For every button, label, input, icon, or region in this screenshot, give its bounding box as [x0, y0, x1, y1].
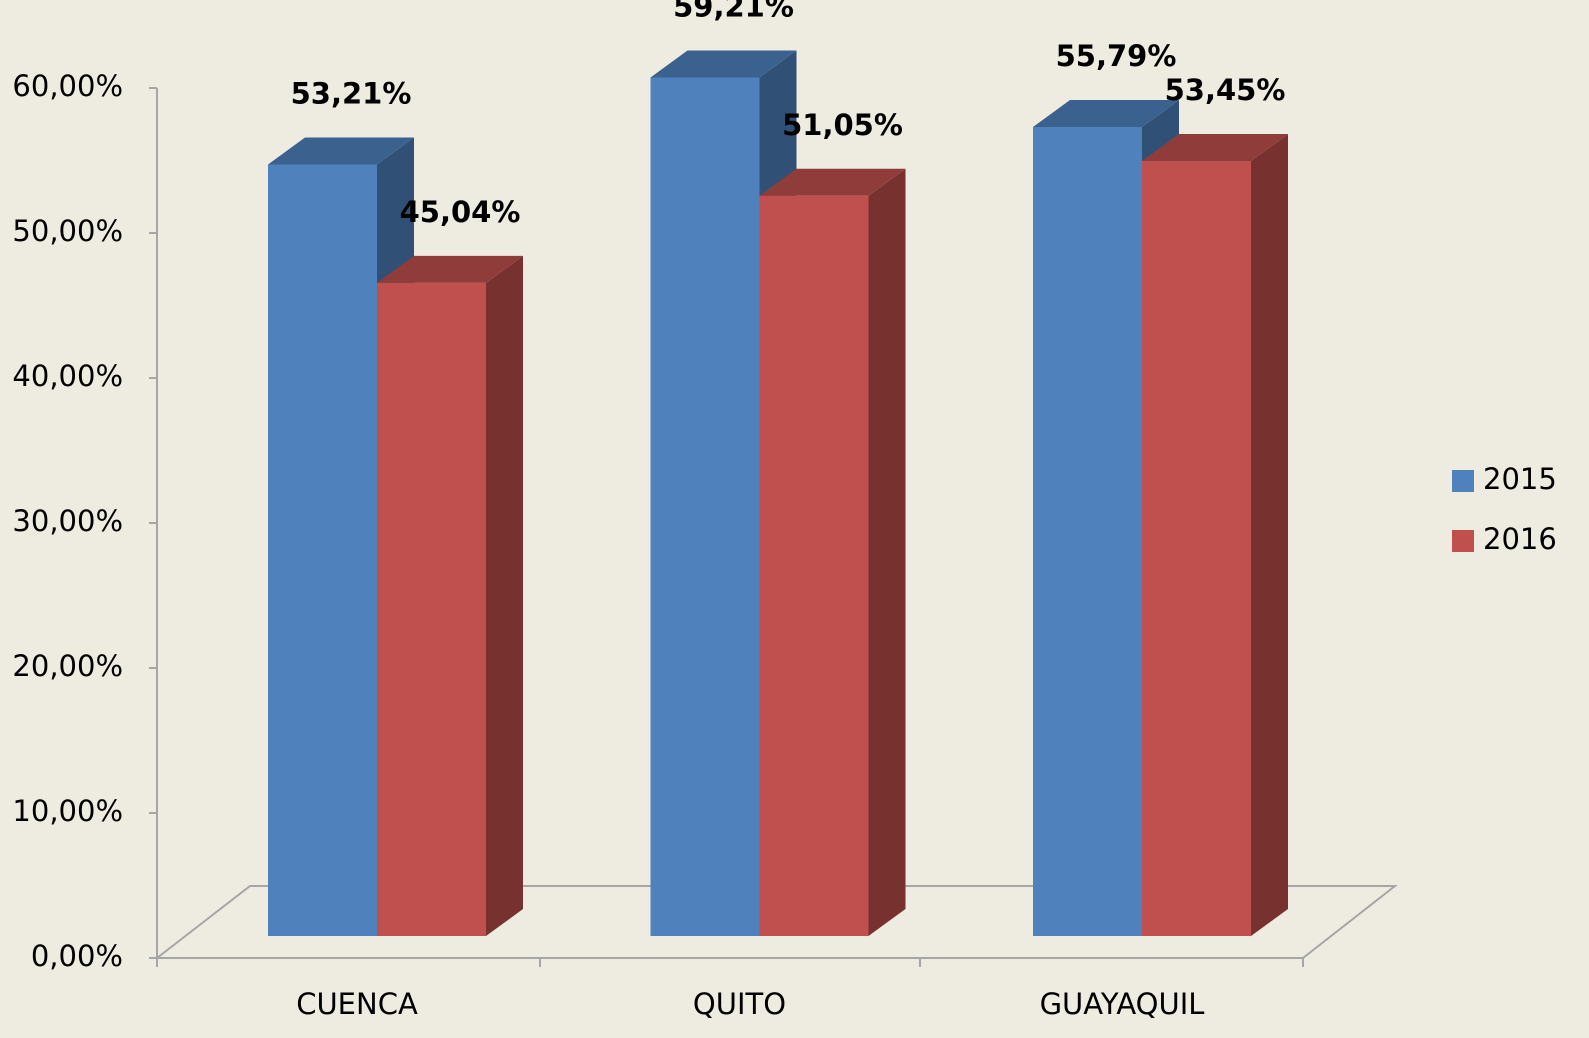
- legend-swatch: [1452, 470, 1474, 492]
- y-tick-label: 50,00%: [12, 214, 123, 248]
- y-tick-label: 20,00%: [12, 649, 123, 683]
- data-label: 53,45%: [1165, 73, 1286, 107]
- data-label: 55,79%: [1056, 39, 1177, 73]
- bar-top: [650, 50, 797, 78]
- bar-top: [268, 137, 414, 165]
- x-tick-label: CUENCA: [296, 987, 418, 1021]
- x-separators: [156, 958, 1304, 967]
- bar: [1142, 133, 1288, 937]
- bar-side: [486, 255, 523, 937]
- bar-front: [377, 282, 486, 936]
- x-tick-label: QUITO: [693, 987, 786, 1021]
- bar-top: [1142, 133, 1288, 161]
- bar-front: [268, 164, 377, 936]
- y-tick-label: 10,00%: [12, 794, 123, 828]
- data-label: 51,05%: [782, 108, 903, 142]
- legend-label: 2015: [1483, 462, 1557, 496]
- data-label: 45,04%: [400, 195, 521, 229]
- bar-front: [1033, 127, 1142, 937]
- y-tick-label: 40,00%: [12, 359, 123, 393]
- bar: [377, 255, 523, 937]
- bar-front: [650, 77, 760, 936]
- bar-side: [1251, 133, 1288, 937]
- bar-side: [868, 168, 906, 936]
- x-tick-label: GUAYAQUIL: [1040, 987, 1205, 1021]
- legend-label: 2016: [1483, 522, 1557, 556]
- legend-swatch: [1452, 530, 1474, 552]
- y-tick-label: 30,00%: [12, 504, 123, 538]
- bar-top: [759, 168, 906, 196]
- y-tick-label: 60,00%: [12, 69, 123, 103]
- bar-front: [1142, 160, 1251, 937]
- data-label: 53,21%: [291, 76, 412, 110]
- bar: [759, 168, 906, 936]
- bar-front: [759, 195, 869, 936]
- data-label: 59,21%: [673, 0, 794, 23]
- y-tick-label: 0,00%: [31, 939, 123, 973]
- bar-top: [1033, 100, 1179, 128]
- bar-top: [377, 255, 523, 283]
